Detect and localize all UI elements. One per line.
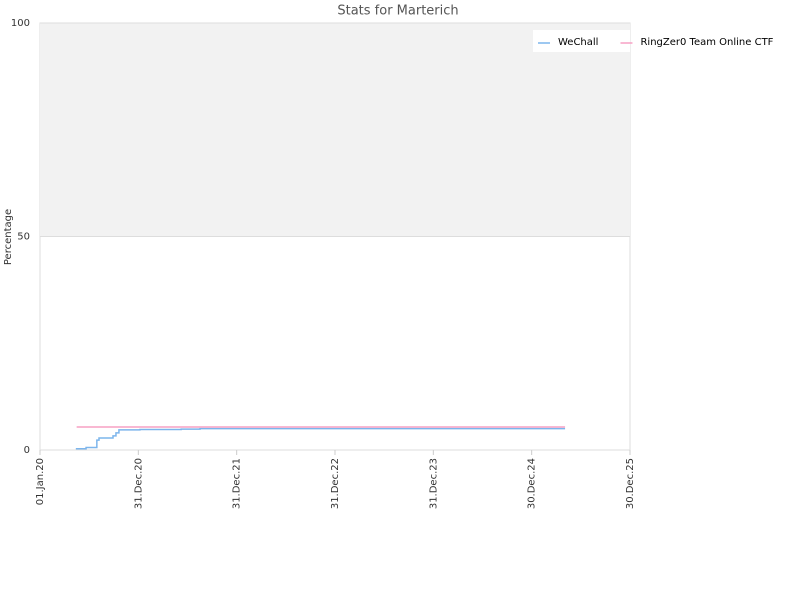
x-tick-label: 31.Dec.21 bbox=[232, 458, 243, 509]
legend-label: WeChall bbox=[558, 37, 598, 48]
y-tick-label: 50 bbox=[17, 232, 30, 243]
x-tick-label: 01.Jan.20 bbox=[35, 458, 46, 505]
chart-title: Stats for Marterich bbox=[337, 4, 458, 19]
x-tick-label: 31.Dec.23 bbox=[428, 458, 439, 509]
x-tick-label: 30.Dec.24 bbox=[527, 458, 538, 509]
y-tick-label: 100 bbox=[11, 18, 30, 29]
series-line bbox=[75, 427, 566, 450]
legend-box bbox=[533, 30, 630, 52]
x-tick-label: 30.Dec.25 bbox=[625, 458, 636, 509]
plot-band bbox=[40, 23, 630, 237]
x-tick-label: 31.Dec.20 bbox=[133, 458, 144, 509]
legend-label: RingZer0 Team Online CTF bbox=[640, 37, 773, 48]
y-axis-label: Percentage bbox=[3, 209, 14, 265]
legend: WeChall RingZer0 Team Online CTF bbox=[533, 30, 774, 52]
x-tick-label: 31.Dec.22 bbox=[330, 458, 341, 509]
y-tick-label: 0 bbox=[24, 445, 30, 456]
